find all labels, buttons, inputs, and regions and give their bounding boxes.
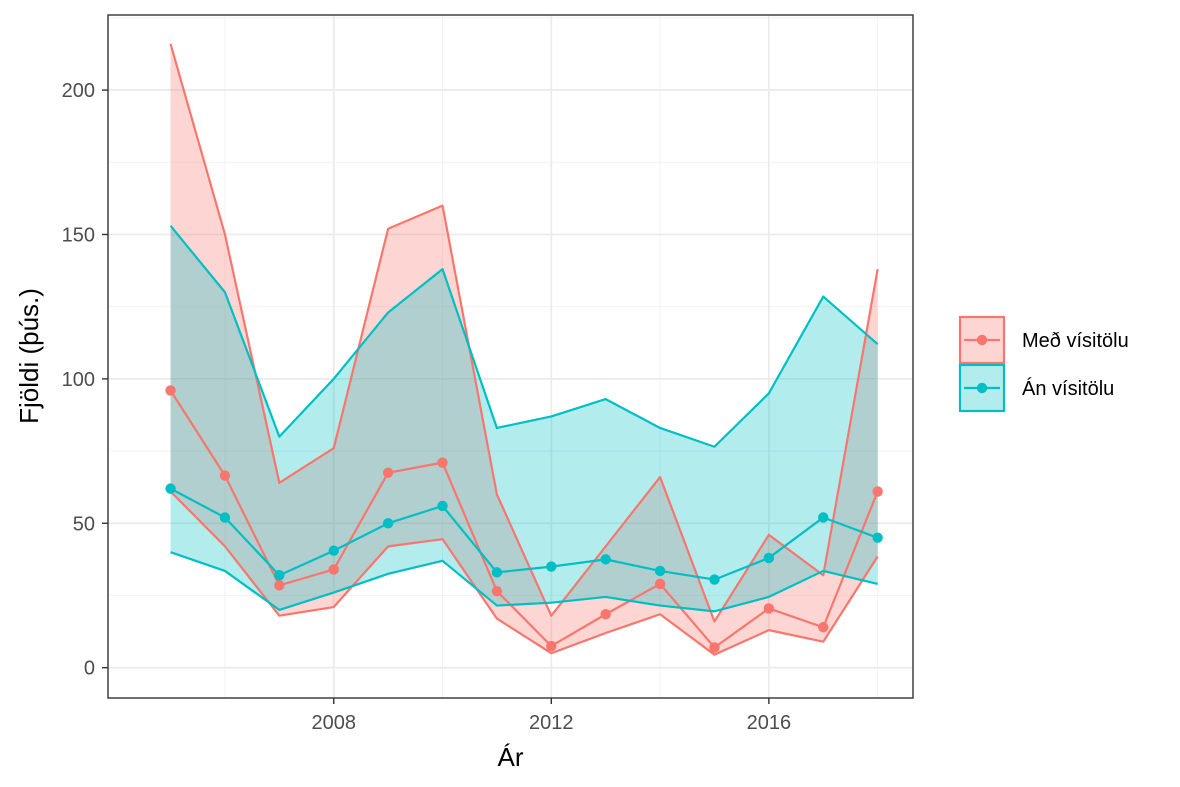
point-series-2 (654, 565, 666, 577)
point-series-2 (818, 512, 829, 523)
point-series-1 (437, 457, 448, 468)
point-series-1 (382, 467, 394, 478)
x-tick-label: 2008 (311, 712, 356, 734)
y-tick-label: 0 (84, 658, 95, 680)
confidence-bands (170, 43, 878, 655)
legend-item-1: Með vísitölu (958, 315, 1129, 365)
series-lines (169, 43, 879, 656)
y-tick-label: 200 (62, 80, 95, 102)
point-series-1 (600, 609, 611, 620)
point-series-2 (763, 552, 775, 564)
band-lower-line-series-1 (169, 490, 879, 656)
point-series-1 (274, 580, 285, 591)
legend: Með vísitölu Án vísitölu (958, 315, 1129, 413)
legend-key-point (976, 334, 988, 346)
point-series-1 (546, 640, 557, 652)
point-series-2 (382, 518, 394, 529)
point-series-2 (491, 567, 503, 578)
point-series-2 (600, 554, 611, 565)
y-axis: 0 50 100 150 200 (62, 80, 108, 680)
point-series-2 (872, 532, 883, 543)
band-upper-line-series-2 (169, 225, 879, 448)
x-tick-label: 2012 (529, 712, 574, 734)
x-axis-title: Ár (498, 742, 524, 772)
point-series-1 (328, 564, 339, 575)
band-series-1 (170, 43, 878, 655)
y-tick-label: 150 (62, 224, 95, 246)
y-axis-title: Fjöldi (þús.) (14, 288, 44, 424)
point-series-2 (546, 561, 557, 572)
point-series-1 (709, 642, 720, 653)
grid-minor (108, 15, 913, 698)
point-series-1 (763, 603, 775, 614)
legend-item-2: Án vísitölu (958, 363, 1114, 413)
x-axis: 2008 2012 2016 (311, 698, 791, 734)
x-tick-label: 2016 (747, 712, 792, 734)
plot-border (107, 14, 914, 699)
line-series-2 (170, 487, 879, 581)
band-upper-line-series-1 (169, 43, 879, 623)
band-series-2 (170, 225, 878, 612)
line-series-1 (169, 389, 879, 649)
point-series-2 (328, 545, 339, 556)
band-lower-line-series-2 (170, 551, 878, 613)
y-tick-label: 50 (73, 513, 95, 535)
legend-label: Með vísitölu (1022, 330, 1129, 352)
legend-label: Án vísitölu (1022, 377, 1114, 400)
y-tick-label: 100 (62, 369, 95, 391)
point-series-1 (219, 470, 231, 481)
point-series-1 (872, 486, 883, 497)
point-series-2 (709, 574, 720, 585)
legend-key-point (976, 382, 988, 394)
point-series-2 (437, 500, 448, 512)
point-series-1 (654, 578, 666, 590)
point-series-1 (491, 585, 503, 597)
point-series-2 (165, 483, 176, 494)
point-series-2 (274, 570, 285, 581)
point-series-2 (219, 512, 231, 523)
point-series-1 (165, 385, 176, 396)
point-series-1 (818, 622, 829, 633)
series-points (165, 385, 883, 653)
